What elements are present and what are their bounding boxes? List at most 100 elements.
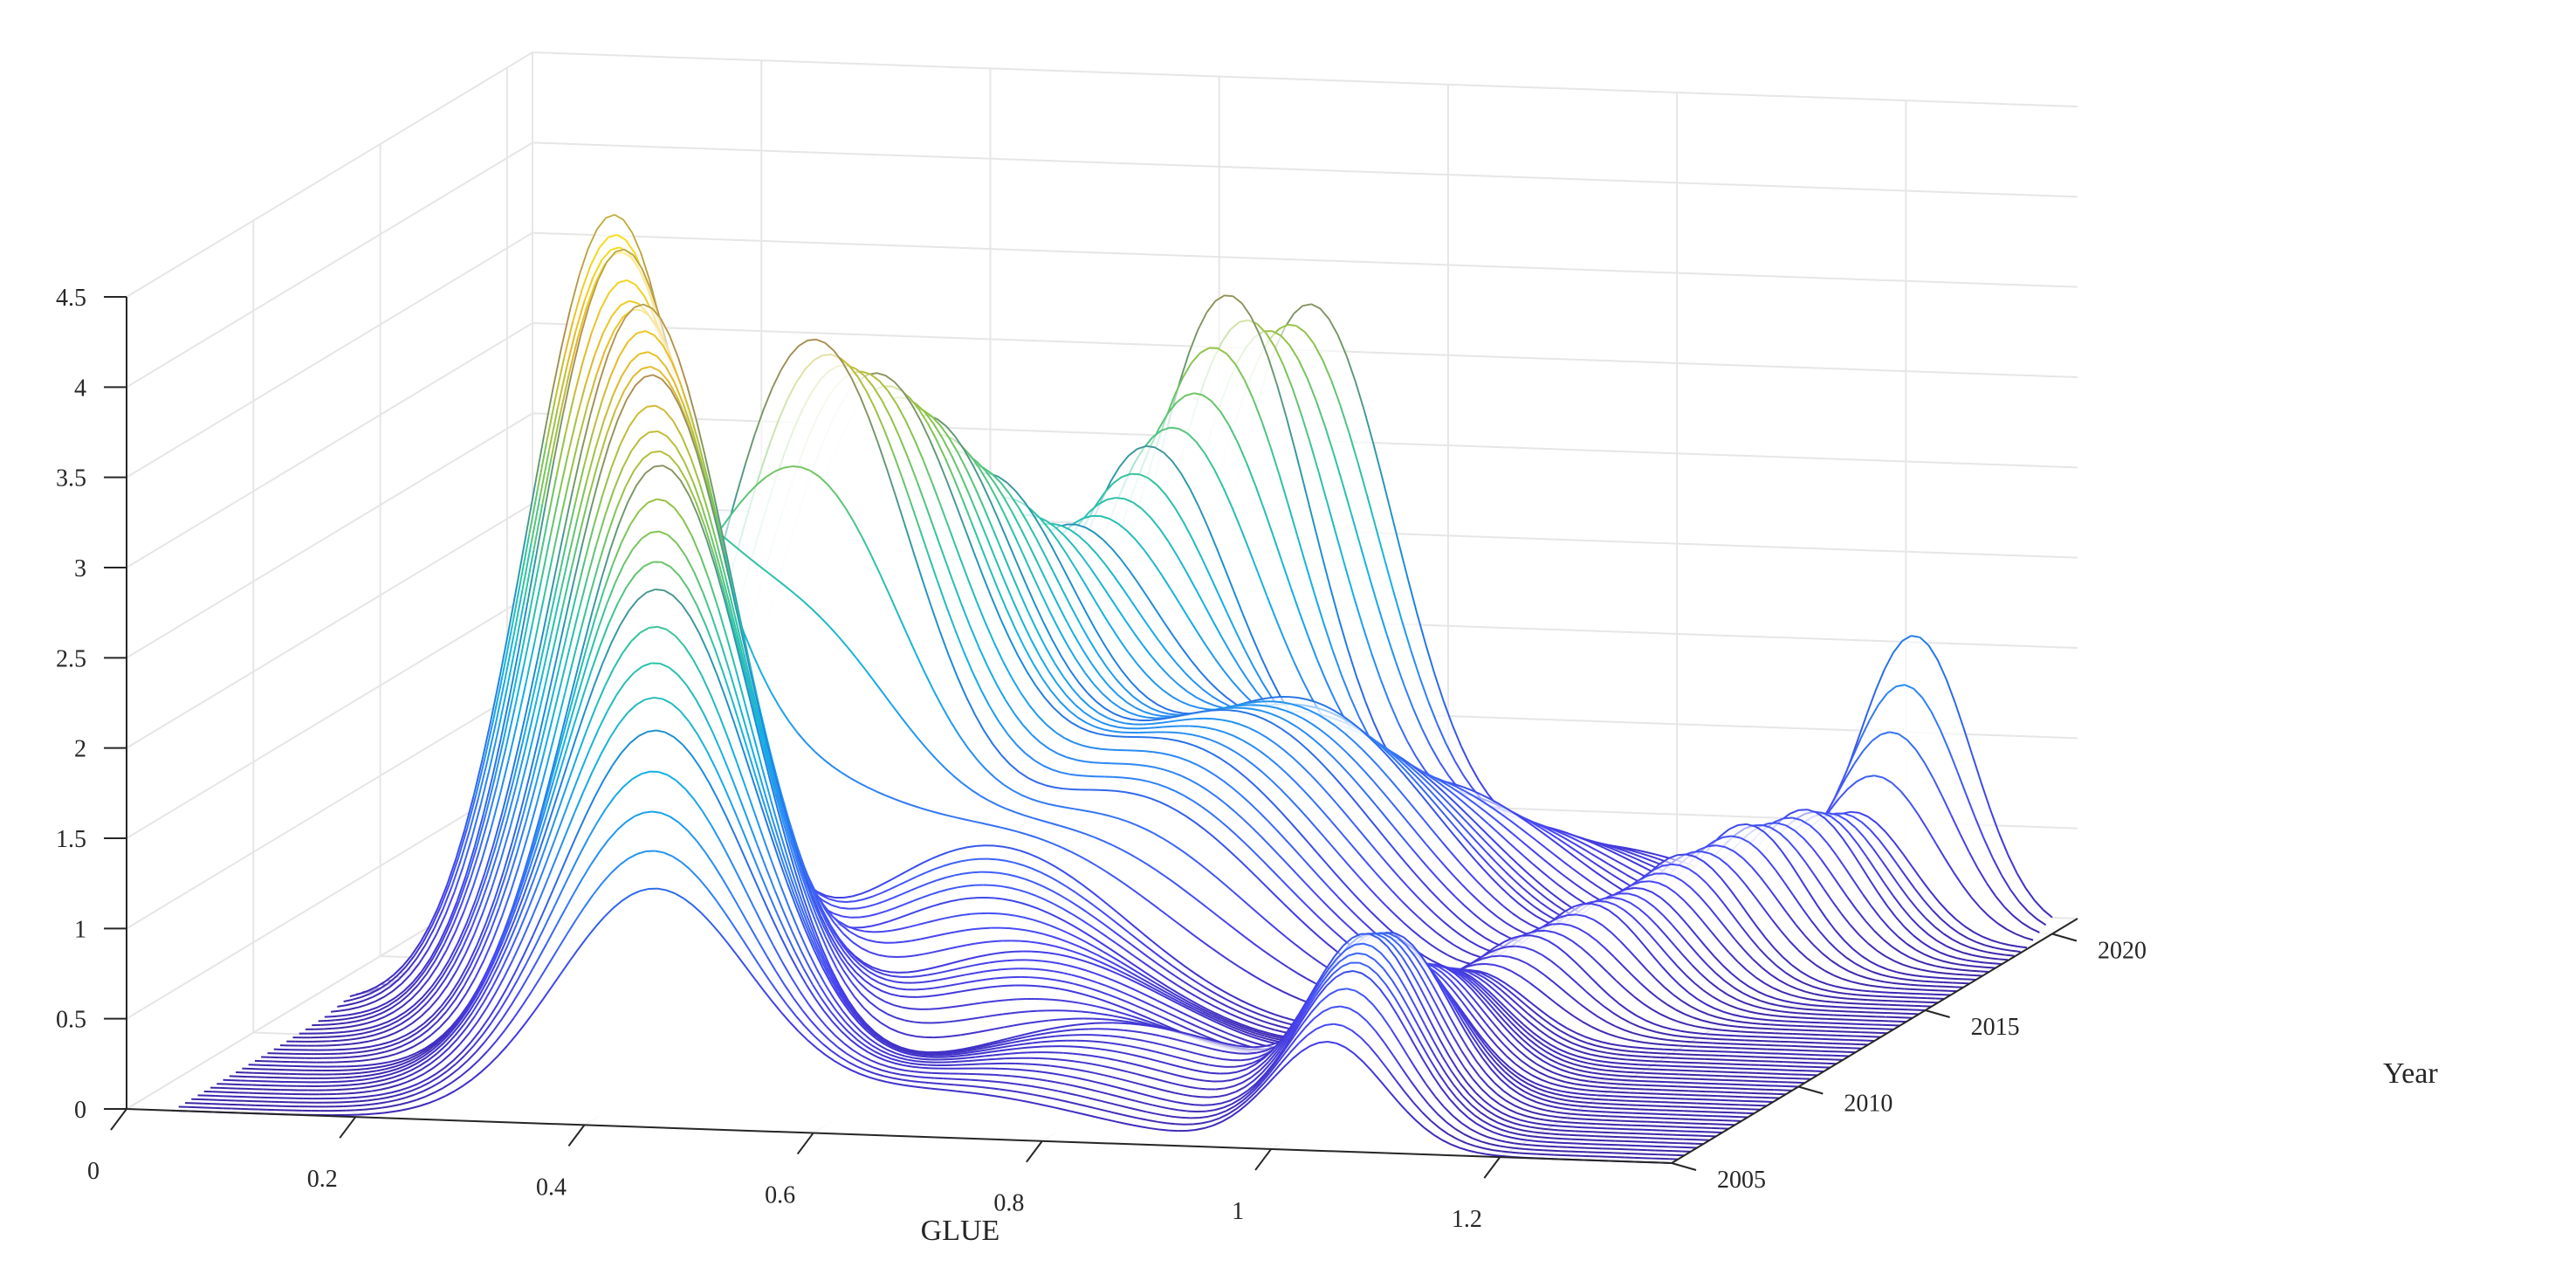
surface-mesh-line <box>1156 484 1167 496</box>
surface-mesh-line <box>1099 747 1109 751</box>
surface-mesh-line <box>1865 994 1874 997</box>
surface-mesh-line <box>1848 832 1859 845</box>
surface-mesh-line <box>1877 692 1888 706</box>
surface-mesh-line <box>1168 713 1178 716</box>
surface-mesh-line <box>1288 505 1299 536</box>
surface-mesh-line <box>1530 821 1542 829</box>
surface-mesh-line <box>1527 833 1537 842</box>
surface-mesh-line <box>1847 993 1857 996</box>
surface-mesh-line <box>1971 969 1981 973</box>
surface-mesh-line <box>1961 943 1971 949</box>
surface-mesh-line <box>1638 864 1648 871</box>
surface-mesh-line <box>1934 926 1945 935</box>
surface-mesh-line <box>1833 826 1844 839</box>
surface-mesh-line <box>1604 897 1613 899</box>
surface-mesh-line <box>1563 837 1574 844</box>
surface-mesh-line <box>1930 947 1941 954</box>
surface-mesh-line <box>1942 933 1954 940</box>
surface-mesh-line <box>1915 749 1926 764</box>
surface-mesh-line <box>1598 857 1610 865</box>
surface-mesh-line <box>1858 998 1868 1002</box>
surface-mesh-line <box>2015 933 2025 939</box>
surface-mesh-line <box>1197 312 1208 331</box>
surface-mesh-line <box>1617 868 1627 876</box>
surface-mesh-line <box>1209 575 1220 596</box>
surface-mesh-line <box>1454 783 1464 788</box>
surface-mesh-line <box>1112 476 1123 485</box>
surface-mesh-line <box>1597 850 1607 857</box>
surface-mesh-line <box>1169 720 1178 723</box>
surface-mesh-line <box>1263 510 1274 537</box>
surface-mesh-line <box>1262 683 1273 699</box>
surface-mesh-line <box>1436 723 1447 745</box>
surface-mesh-line <box>1807 809 1817 814</box>
surface-mesh-line <box>1333 454 1344 485</box>
surface-mesh-line <box>2037 918 2047 926</box>
surface-mesh-line <box>1463 775 1473 789</box>
surface-mesh-line <box>1786 1006 1796 1009</box>
surface-mesh-line <box>1372 442 1384 477</box>
surface-mesh-line <box>1988 915 1999 925</box>
surface-mesh-line <box>2012 914 2023 924</box>
surface-mesh-line <box>1425 644 1436 675</box>
surface-mesh-line <box>2023 936 2034 941</box>
surface-mesh-line <box>1356 676 1367 702</box>
surface-mesh-line <box>1858 812 1869 818</box>
surface-mesh-line <box>1827 794 1838 811</box>
surface-mesh-line <box>1095 492 1105 506</box>
surface-mesh-line <box>1186 718 1196 720</box>
surface-mesh-line <box>1271 330 1282 337</box>
surface-mesh-line <box>1955 919 1966 927</box>
surface-mesh-line <box>1620 855 1631 862</box>
surface-mesh-line <box>1430 746 1441 763</box>
surface-mesh-line <box>1329 586 1340 620</box>
surface-mesh-line <box>1834 1001 1844 1004</box>
surface-mesh-line <box>1308 637 1319 661</box>
surface-mesh-line <box>1612 883 1623 891</box>
surface-mesh-line <box>1257 573 1268 597</box>
surface-mesh-line <box>1891 782 1902 792</box>
surface-mesh-line <box>1552 829 1563 835</box>
surface-mesh-line <box>1642 856 1652 862</box>
surface-mesh-line <box>1947 910 1957 920</box>
surface-mesh-line <box>1961 885 1973 899</box>
surface-mesh-line <box>1791 1016 1801 1019</box>
surface-mesh-line <box>1266 596 1277 619</box>
surface-mesh-line <box>1981 783 1992 810</box>
surface-mesh-line <box>1305 565 1316 596</box>
surface-mesh-line <box>1903 926 1914 936</box>
surface-mesh-line <box>1844 763 1856 780</box>
surface-mesh-line <box>1671 863 1680 866</box>
surface-mesh-line <box>1289 587 1301 614</box>
surface-mesh-line <box>1407 580 1419 615</box>
surface-mesh-line <box>1562 860 1573 869</box>
surface-mesh-line <box>1198 506 1209 527</box>
surface-mesh-line <box>1817 999 1826 1002</box>
surface-mesh-line <box>1287 323 1297 327</box>
surface-mesh-line <box>1655 853 1665 858</box>
surface-mesh-line <box>1898 733 1908 741</box>
surface-mesh-line <box>1713 1028 1723 1031</box>
surface-mesh-line <box>1224 294 1233 298</box>
surface-mesh-line <box>1127 448 1138 457</box>
surface-mesh-line <box>1618 850 1628 857</box>
surface-mesh-line <box>1910 983 1920 987</box>
surface-mesh-line <box>1211 400 1221 412</box>
surface-mesh-line <box>1199 347 1210 355</box>
surface-mesh-line <box>1927 644 1939 661</box>
surface-mesh-line <box>1480 793 1491 800</box>
surface-mesh-line <box>1276 384 1288 417</box>
surface-mesh-line <box>1961 968 1972 972</box>
surface-mesh-line <box>1309 442 1320 473</box>
surface-mesh-line <box>1798 809 1808 811</box>
surface-mesh-line <box>1350 514 1362 547</box>
surface-mesh-line <box>1339 404 1350 434</box>
surface-mesh-line <box>1950 815 1961 835</box>
surface-mesh-line <box>1254 667 1264 685</box>
surface-mesh-line <box>1899 790 1911 803</box>
surface-mesh-line <box>1567 913 1577 917</box>
surface-mesh-line <box>1578 840 1589 847</box>
surface-mesh-line <box>1160 426 1171 432</box>
surface-mesh-line <box>1997 922 2008 931</box>
surface-mesh-line <box>1240 302 1252 317</box>
